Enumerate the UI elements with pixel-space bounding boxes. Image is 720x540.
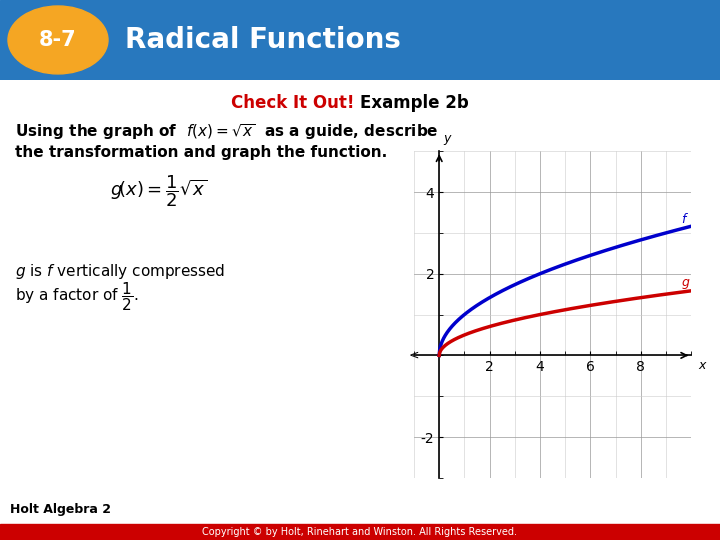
Text: $g$ is $f$ vertically compressed: $g$ is $f$ vertically compressed bbox=[15, 262, 225, 281]
Text: the transformation and graph the function.: the transformation and graph the functio… bbox=[15, 145, 387, 160]
Text: Example 2b: Example 2b bbox=[360, 94, 469, 112]
Text: Radical Functions: Radical Functions bbox=[125, 26, 401, 54]
Text: Copyright © by Holt, Rinehart and Winston. All Rights Reserved.: Copyright © by Holt, Rinehart and Winsto… bbox=[202, 527, 518, 537]
Text: Holt Algebra 2: Holt Algebra 2 bbox=[10, 503, 111, 516]
Text: <: < bbox=[409, 349, 419, 362]
Text: y: y bbox=[443, 132, 450, 145]
Ellipse shape bbox=[8, 6, 108, 74]
Text: 8-7: 8-7 bbox=[39, 30, 77, 50]
Text: f: f bbox=[681, 213, 685, 226]
Text: x: x bbox=[698, 359, 706, 372]
Bar bbox=[0, 524, 720, 540]
Text: Using the graph of  $f(x) =\sqrt{x}$  as a guide, describe: Using the graph of $f(x) =\sqrt{x}$ as a… bbox=[15, 122, 438, 142]
Text: by a factor of $\dfrac{1}{2}$.: by a factor of $\dfrac{1}{2}$. bbox=[15, 280, 139, 313]
Text: g: g bbox=[681, 276, 689, 289]
Text: $g\!\left(x\right)=\dfrac{1}{2}\sqrt{x}$: $g\!\left(x\right)=\dfrac{1}{2}\sqrt{x}$ bbox=[110, 173, 207, 209]
Text: Check It Out!: Check It Out! bbox=[230, 94, 360, 112]
